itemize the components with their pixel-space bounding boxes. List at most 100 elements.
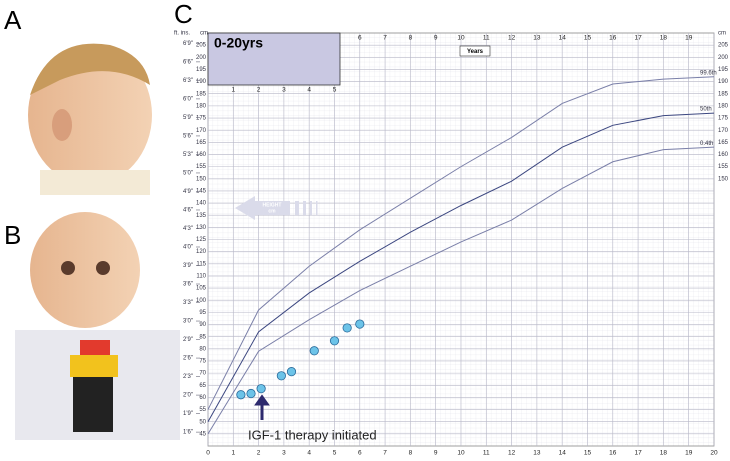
x-tick-label-top: 13: [533, 35, 541, 42]
arrow-text: cm: [268, 208, 276, 214]
panel-label: A: [4, 5, 22, 35]
x-tick-label-top: 9: [434, 35, 438, 42]
y-tick-label: 70: [199, 371, 206, 377]
y2-tick-label: 4'9": [183, 189, 193, 195]
photo-b: [15, 212, 180, 440]
y-tick-label: 205: [196, 43, 207, 49]
data-point: [256, 384, 266, 394]
x-tick-label: 6: [358, 450, 362, 457]
x-label: Years: [467, 49, 484, 55]
inset-box: [207, 32, 341, 86]
y-tick-label: 90: [199, 322, 206, 328]
x-tick-label: 1: [231, 450, 235, 457]
y-tick-label: 185: [196, 91, 207, 97]
y-tick-label: 80: [199, 346, 206, 352]
y-tick-label-right: 150: [718, 176, 729, 182]
x-tick-label: 14: [559, 450, 567, 457]
y-tick-label-right: 165: [718, 140, 729, 146]
x-tick-label: 13: [533, 450, 541, 457]
percentile-curve: [207, 112, 715, 422]
data-point: [276, 371, 286, 381]
x-tick-label: 11: [483, 450, 490, 457]
y-tick-label: 115: [196, 261, 206, 267]
inset-tick-label: 3: [282, 87, 286, 94]
y2-tick-label: 2'3": [183, 374, 193, 380]
x-tick-label: 19: [685, 450, 693, 457]
data-point: [309, 346, 319, 356]
y2-tick-label: 6'0": [183, 96, 193, 102]
y-tick-label: 65: [199, 383, 206, 389]
y-tick-label: 140: [196, 201, 207, 207]
y-tick-label: 50: [199, 419, 206, 425]
y-label: cm: [200, 31, 208, 37]
curve-label: 99.6th: [700, 70, 717, 76]
y-tick-label: 125: [196, 237, 207, 243]
x-tick-label: 12: [508, 450, 516, 457]
y-tick-label-right: 175: [718, 116, 729, 122]
y-tick-label: 170: [196, 128, 207, 134]
x-tick-label: 15: [584, 450, 592, 457]
x-tick-label-top: 15: [584, 35, 592, 42]
x-tick-label: 2: [257, 450, 261, 457]
y-tick-label: 130: [196, 225, 207, 231]
x-tick-label-top: 19: [685, 35, 693, 42]
y2-tick-label: 5'0": [183, 171, 193, 177]
annotation: IGF-1 therapy initiated: [248, 427, 377, 442]
arrow-text: HEIGHT: [263, 202, 282, 208]
y-tick-label: 160: [196, 152, 207, 158]
y2-tick-label: 3'0": [183, 319, 193, 325]
y-tick-label: 165: [196, 140, 207, 146]
y-tick-label-right: 205: [718, 43, 729, 49]
y2-tick-label: 6'6": [183, 59, 193, 65]
y-tick-label-right: 195: [718, 67, 729, 73]
y2-tick-label: 1'9": [183, 411, 193, 417]
y2-tick-label: 4'6": [183, 208, 193, 214]
data-point: [342, 323, 352, 333]
data-point: [246, 388, 256, 399]
y2-tick-label: 5'6": [183, 134, 193, 140]
y-tick-label-right: 170: [718, 128, 729, 134]
percentile-curve: [207, 76, 715, 410]
x-tick-label: 0: [206, 450, 210, 457]
y-tick-label-right: 185: [718, 91, 729, 97]
x-tick-label: 8: [409, 450, 413, 457]
data-point: [236, 390, 246, 400]
y-tick-label: 195: [196, 67, 207, 73]
y-tick-label-right: 155: [718, 164, 729, 170]
x-tick-label-top: 14: [559, 35, 567, 42]
y2-tick-label: 3'9": [183, 263, 193, 269]
annotation-arrow: [254, 394, 270, 420]
x-tick-label: 20: [710, 450, 718, 457]
x-tick-label-top: 18: [660, 35, 668, 42]
x-tick-label: 9: [434, 450, 438, 457]
panel-label: C: [174, 0, 193, 29]
grid: [207, 33, 715, 446]
y-tick-label: 60: [199, 395, 206, 401]
height-arrow: HEIGHT cm: [235, 196, 318, 220]
y2-tick-label: 3'3": [183, 300, 193, 306]
y-tick-label: 55: [199, 407, 206, 413]
x-tick-label-top: 10: [457, 35, 465, 42]
x-tick-label-top: 8: [409, 35, 413, 42]
data-point: [329, 336, 340, 346]
inset-tick-label: 1: [231, 87, 235, 94]
x-tick-label-top: 6: [358, 35, 362, 42]
curve-label: 0.4th: [700, 141, 713, 147]
curve-label: 50th: [700, 107, 712, 113]
y-tick-label: 150: [196, 176, 207, 182]
y-tick-label: 110: [196, 274, 206, 280]
y-tick-label: 145: [196, 188, 207, 194]
percentile-curve: [207, 146, 715, 435]
y2-tick-label: 6'3": [183, 78, 193, 84]
inset-tick-label: 5: [333, 87, 337, 94]
y2-tick-label: 5'9": [183, 115, 193, 121]
y2-tick-label: 2'6": [183, 356, 193, 362]
y-tick-label-right: 190: [718, 79, 729, 85]
x-tick-label: 5: [333, 450, 337, 457]
y2-tick-label: 3'6": [183, 282, 193, 288]
y-tick-label: 155: [196, 164, 207, 170]
y2-tick-label: 2'9": [183, 337, 193, 343]
y-tick-label-right: 200: [718, 55, 729, 61]
